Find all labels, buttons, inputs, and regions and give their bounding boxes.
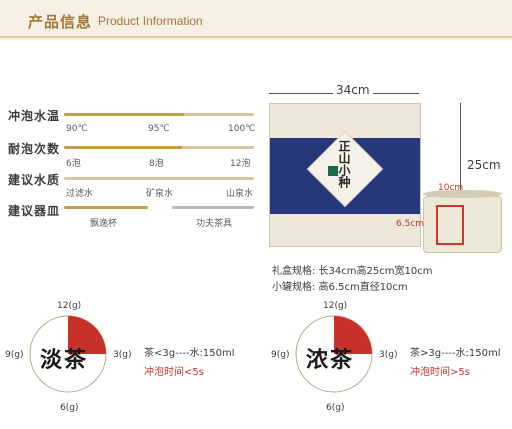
param-bar-fill: [64, 146, 182, 149]
spec-box: 礼盒规格: 长34cm高25cm宽10cm: [272, 266, 433, 277]
dial-left-label: 9(g): [271, 350, 290, 360]
tick: 90℃: [66, 124, 88, 134]
tick: 95℃: [148, 124, 170, 134]
tick: 矿泉水: [146, 189, 174, 199]
dial-left-label: 9(g): [5, 350, 24, 360]
tick: 6泡: [66, 159, 81, 169]
dial-bottom-label: 6(g): [60, 403, 79, 413]
dial-chart: [295, 315, 373, 393]
dial-top-label: 12(g): [323, 301, 348, 311]
dial-time: 冲泡时间>5s: [410, 367, 470, 378]
box-width-label: 34cm: [333, 83, 373, 97]
dial-right-label: 3(g): [379, 350, 398, 360]
dial-amount: 茶>3g----水:150ml: [410, 348, 501, 359]
can-width-label: 10cm: [438, 183, 464, 193]
tick: 过滤水: [66, 189, 94, 199]
tick: 山泉水: [226, 189, 254, 199]
can-height-label: 6.5cm: [396, 219, 425, 229]
tick: 功夫茶具: [196, 219, 233, 229]
tea-can-image: [423, 190, 502, 253]
header-title-cn: 产品信息: [28, 13, 93, 31]
dial-time: 冲泡时间<5s: [144, 367, 204, 378]
section-header: 产品信息 Product Information: [0, 0, 512, 40]
param-bar-fill: [64, 206, 148, 209]
box-brand-text: 正山小种: [337, 140, 351, 188]
dial-fill: [334, 316, 372, 354]
tick: 8泡: [149, 159, 164, 169]
seal-icon: [328, 166, 338, 176]
header-divider: [0, 36, 512, 38]
dial-amount: 茶<3g----水:150ml: [144, 348, 235, 359]
param-bar-fill: [64, 113, 184, 116]
param-label: 冲泡水温: [8, 109, 61, 123]
dial-top-label: 12(g): [57, 301, 82, 311]
tick: 100℃: [228, 124, 256, 134]
param-label: 耐泡次数: [8, 142, 61, 156]
header-title-en: Product Information: [98, 14, 203, 28]
dial-center-text: 淡茶: [40, 347, 89, 373]
tick: 12泡: [230, 159, 251, 169]
dimension-right-line: [460, 103, 461, 245]
dial-center-text: 浓茶: [306, 347, 355, 373]
tick: 飘逸杯: [90, 219, 118, 229]
dial-fill: [68, 316, 106, 354]
dial-right-label: 3(g): [113, 350, 132, 360]
can-label: [436, 205, 464, 245]
param-bar: [172, 206, 254, 209]
param-label: 建议水质: [8, 173, 61, 187]
gift-box-image: 正山小种: [269, 103, 421, 247]
spec-can: 小罐规格: 高6.5cm直径10cm: [272, 282, 408, 293]
box-height-label: 25cm: [467, 158, 501, 172]
dial-chart: [29, 315, 107, 393]
param-label: 建议器皿: [8, 204, 61, 218]
can-lid: [423, 190, 502, 198]
param-bar: [64, 177, 254, 180]
dial-bottom-label: 6(g): [326, 403, 345, 413]
